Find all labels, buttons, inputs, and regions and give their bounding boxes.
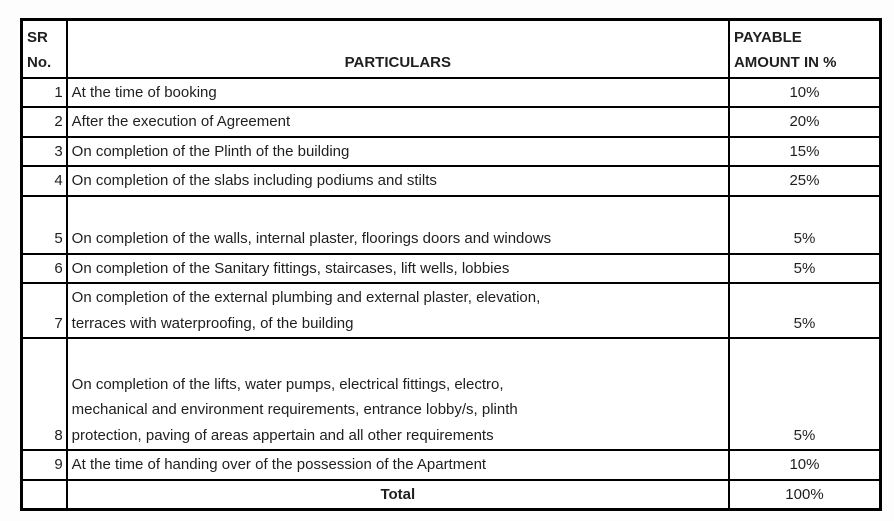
row-number: 1 <box>20 76 68 108</box>
header-particulars: PARTICULARS <box>65 18 730 79</box>
row-particulars: On completion of the lifts, water pumps,… <box>65 337 730 451</box>
row-particulars: On completion of the external plumbing a… <box>65 282 730 339</box>
row-payable: 10% <box>727 449 882 481</box>
row-payable: 5% <box>727 282 882 339</box>
table-row: 1 At the time of booking 10% <box>20 76 882 108</box>
row-number: 2 <box>20 106 68 138</box>
table-row: 8 On completion of the lifts, water pumps… <box>20 337 882 451</box>
table-row: 6 On completion of the Sanitary fittings,… <box>20 252 882 284</box>
row-particulars: After the execution of Agreement <box>65 106 730 138</box>
row-number: 6 <box>20 252 68 284</box>
total-value: 100% <box>727 478 882 511</box>
table-row: 4 On completion of the slabs including po… <box>20 165 882 197</box>
table-body: 1 At the time of booking 10% 2 After the exe… <box>20 76 882 481</box>
row-particulars: At the time of booking <box>65 76 730 108</box>
header-sr-no: SR No. <box>20 18 68 79</box>
total-label: Total <box>65 478 730 511</box>
row-payable: 15% <box>727 135 882 167</box>
total-empty-cell <box>20 478 68 511</box>
row-payable: 5% <box>727 194 882 255</box>
row-number: 3 <box>20 135 68 167</box>
row-payable: 10% <box>727 76 882 108</box>
row-payable: 20% <box>727 106 882 138</box>
row-number: 5 <box>20 194 68 255</box>
row-number: 7 <box>20 282 68 339</box>
row-particulars: At the time of handing over of the posse… <box>65 449 730 481</box>
row-particulars: On completion of the walls, internal pla… <box>65 194 730 255</box>
row-particulars: On completion of the slabs including pod… <box>65 165 730 197</box>
total-row: Total 100% <box>20 478 882 511</box>
header-payable-amount: PAYABLE AMOUNT IN % <box>727 18 882 79</box>
table-row: 2 After the execution of Agreement 20% <box>20 106 882 138</box>
table-row: 3 On completion of the Plinth of the buil… <box>20 135 882 167</box>
table-header-row: SR No. PARTICULARS PAYABLE AMOUNT IN % <box>20 18 882 79</box>
table-row: 9 At the time of handing over of the poss… <box>20 449 882 481</box>
row-payable: 5% <box>727 252 882 284</box>
row-payable: 5% <box>727 337 882 451</box>
table-row: 7 On completion of the external plumbing … <box>20 282 882 339</box>
table-row: 5 On completion of the walls, internal pl… <box>20 194 882 255</box>
row-payable: 25% <box>727 165 882 197</box>
payment-schedule-table: SR No. PARTICULARS PAYABLE AMOUNT IN % 1… <box>20 18 882 511</box>
row-number: 4 <box>20 165 68 197</box>
row-particulars: On completion of the Sanitary fittings, … <box>65 252 730 284</box>
row-number: 9 <box>20 449 68 481</box>
row-particulars: On completion of the Plinth of the build… <box>65 135 730 167</box>
row-number: 8 <box>20 337 68 451</box>
